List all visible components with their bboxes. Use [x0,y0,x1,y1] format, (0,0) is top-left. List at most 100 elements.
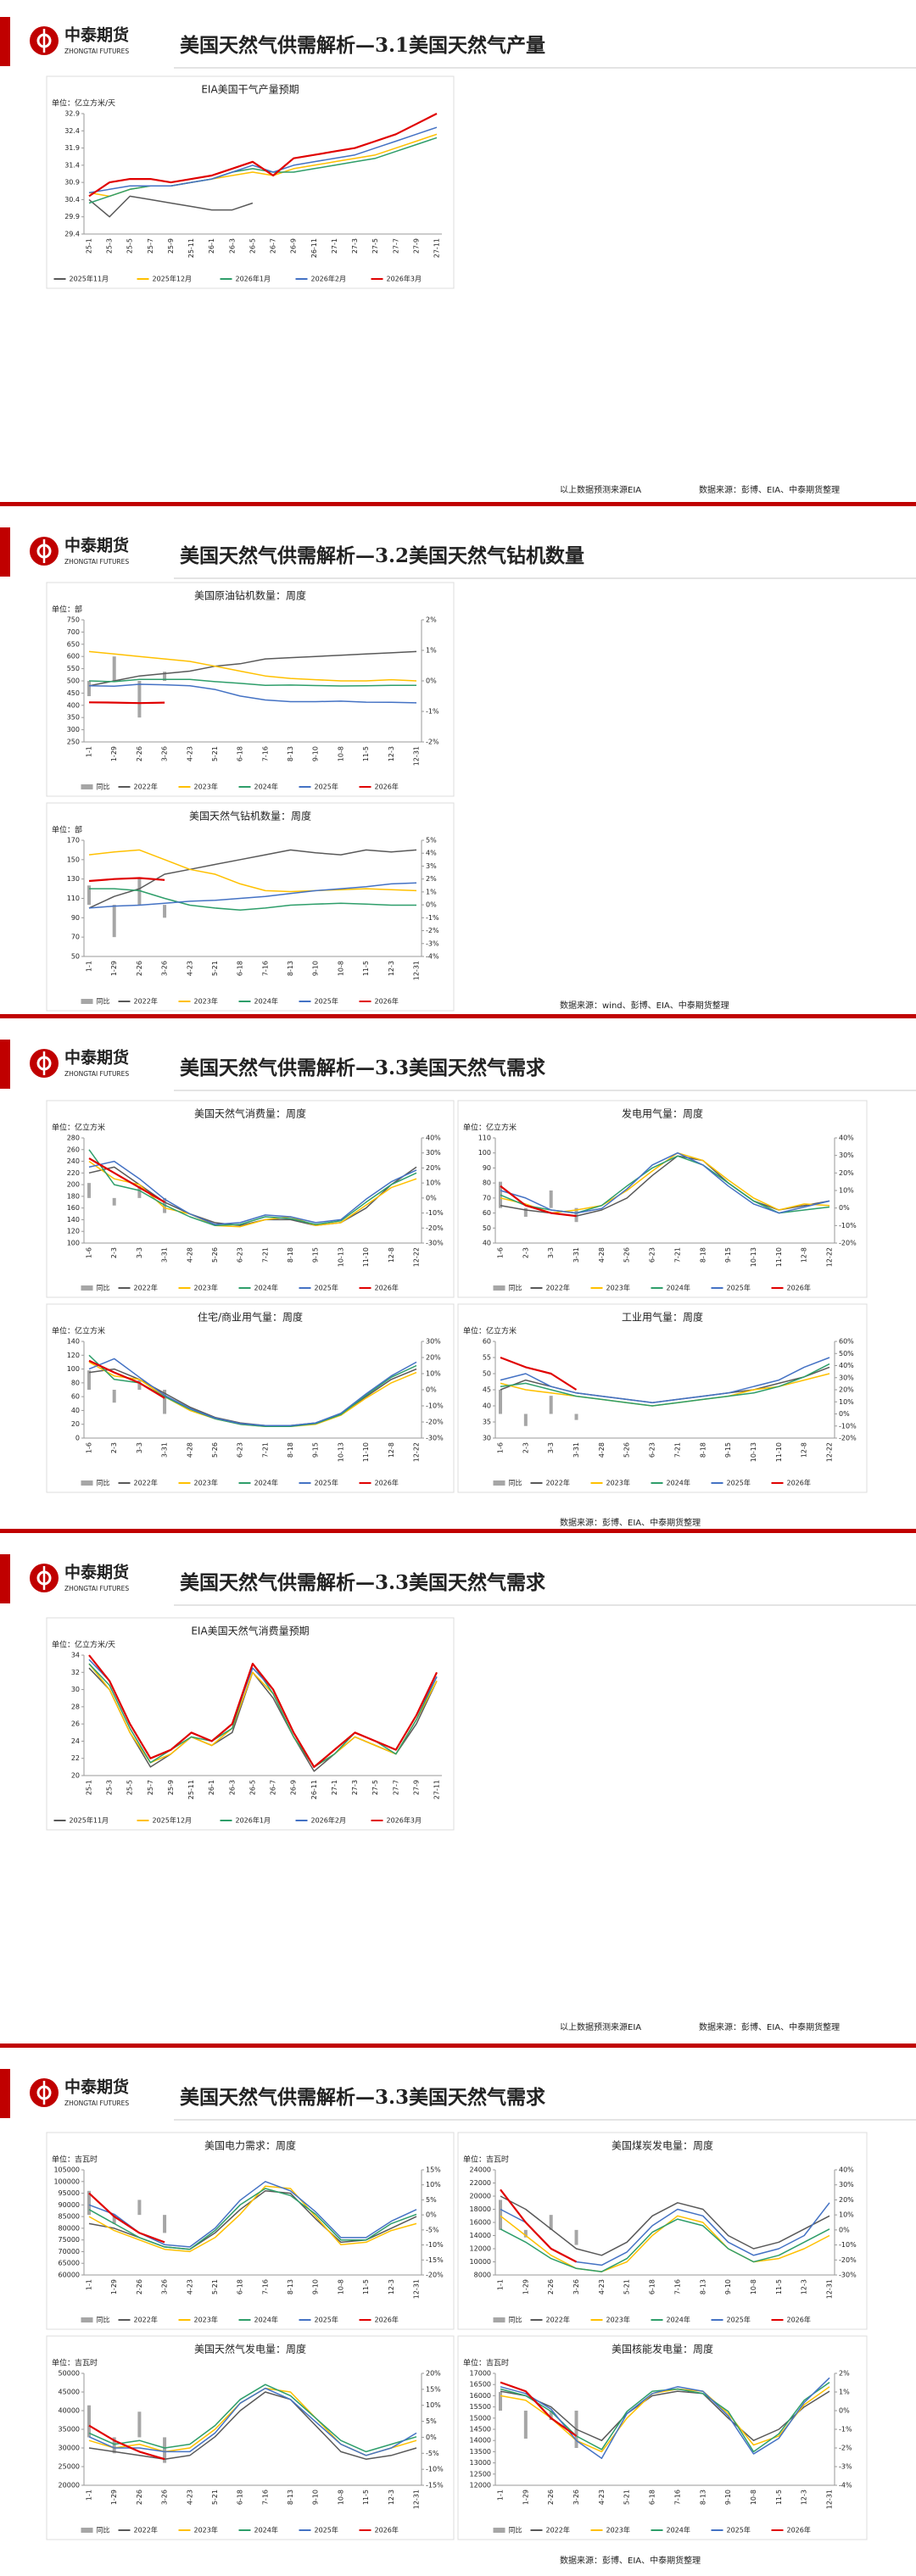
y-tick-label: 150 [67,856,80,863]
footer-source: 数据来源：彭博、EIA、中泰期货整理 [699,484,840,495]
slide-title: 美国天然气供需解析—3.3美国天然气需求 [180,1057,545,1079]
x-tick-label: 4-23 [186,746,193,761]
yoy-bar [87,2190,91,2216]
y-tick-label: 24000 [470,2166,491,2174]
x-tick-label: 6-18 [649,2490,656,2505]
yoy-bar [523,1413,528,1426]
y2-tick-label: -3% [426,940,439,947]
x-tick-label: 6-23 [237,1247,244,1263]
series-line [500,2218,830,2272]
y2-tick-label: -10% [426,1209,444,1217]
unit-label: 单位：部 [52,605,82,615]
x-tick-label: 1-6 [497,1247,505,1258]
x-tick-label: 3-31 [572,1442,580,1458]
yoy-bar [163,2215,167,2233]
y-tick-label: 70000 [59,2248,80,2255]
series-line [88,1160,417,1225]
yoy-bar [499,2200,502,2230]
y2-tick-label: 60% [839,1338,854,1346]
y-tick-label: 350 [67,714,80,722]
x-tick-label: 9-10 [724,2279,732,2294]
x-tick-label: 1-29 [110,746,118,761]
brand: 中泰期货 [64,536,129,555]
series-line [500,2390,830,2441]
y-tick-label: 25000 [59,2463,80,2471]
y2-tick-label: -30% [426,1435,444,1442]
x-tick-label: 3-31 [572,1247,580,1263]
y-tick-label: 95000 [59,2189,80,2197]
x-tick-label: 3-3 [136,1247,143,1258]
y2-tick-label: -30% [426,1240,444,1247]
series-line [88,650,417,682]
x-tick-label: 9-15 [724,1442,732,1458]
brand: 中泰期货 [64,1563,129,1582]
series-line [89,888,416,911]
y-tick-label: 16500 [470,2381,491,2389]
y-tick-label: 24 [71,1737,80,1745]
y2-tick-label: 10% [426,1370,441,1378]
footer-source: 数据来源：彭博、EIA、中泰期货整理 [560,1517,701,1528]
y2-tick-label: -30% [839,2272,857,2279]
legend-label: 2026年 [375,2316,399,2324]
y2-tick-label: -3% [839,2463,852,2471]
x-tick-label: 9-15 [312,1247,320,1263]
series-line [88,1157,165,1203]
x-tick-label: 3-26 [161,2279,169,2294]
slide-title: 美国天然气供需解析—3.3美国天然气需求 [180,2086,545,2109]
y-tick-label: 240 [67,1157,80,1165]
x-tick-label: 5-21 [211,2279,219,2294]
legend-swatch [493,1285,505,1291]
legend-label: 2025年 [315,1284,338,1292]
y2-tick-label: 2% [426,875,437,883]
y-tick-label: 110 [67,895,80,902]
unit-label: 单位：亿立方米 [463,1326,517,1336]
x-tick-label: 1-6 [497,1442,505,1453]
x-tick-label: 12-31 [826,2490,834,2509]
x-tick-label: 3-26 [161,2490,169,2505]
x-tick-label: 1-1 [497,2279,505,2290]
x-tick-label: 2-3 [522,1442,529,1453]
yoy-bar [163,905,167,918]
y2-tick-label: 5% [426,2196,437,2204]
series-line [88,2185,417,2253]
x-tick-label: 26-9 [290,1780,298,1795]
legend-label: 同比 [97,997,110,1006]
y-tick-label: 140 [67,1216,80,1224]
footer-source: 数据来源：彭博、EIA、中泰期货整理 [560,2555,701,2566]
x-tick-label: 4-28 [598,1247,606,1263]
y-tick-label: 45 [483,1386,491,1394]
y2-tick-label: 0% [839,2226,850,2233]
x-tick-label: 26-7 [270,238,277,254]
y2-tick-label: -10% [839,1222,857,1229]
legend-label: 2026年 [375,1479,399,1487]
x-tick-label: 3-26 [161,961,169,976]
x-tick-label: 12-8 [388,1247,395,1263]
chart-title: 美国原油钻机数量：周度 [194,589,306,602]
y2-tick-label: 40% [839,1362,854,1369]
y-tick-label: 14000 [470,2437,491,2445]
y-tick-label: 16000 [470,2392,491,2400]
x-tick-label: 9-15 [312,1442,320,1458]
legend-label: 2026年1月 [236,1816,271,1825]
x-tick-label: 3-3 [547,1442,555,1453]
y2-tick-label: 40% [839,1135,854,1142]
chart-title: EIA美国天然气消费量预期 [191,1625,309,1637]
series-line [88,1149,417,1227]
series-line [88,1654,438,1768]
footer-note: 以上数据预测来源EIA [560,2021,641,2032]
x-tick-label: 26-9 [290,238,298,254]
x-tick-label: 26-3 [228,238,236,254]
x-tick-label: 3-31 [161,1442,169,1458]
x-tick-label: 4-28 [186,1247,193,1263]
x-tick-label: 27-3 [351,1780,359,1795]
x-tick-label: 25-9 [167,238,175,254]
legend-label: 2026年 [375,783,399,791]
legend-label: 2023年 [194,2316,218,2324]
yoy-bar [137,1380,142,1390]
y-tick-label: 13000 [470,2459,491,2467]
unit-label: 单位：吉瓦时 [463,2358,509,2368]
legend-label: 2022年 [546,1284,570,1292]
x-tick-label: 2-26 [136,746,143,761]
yoy-bar [87,2405,91,2438]
